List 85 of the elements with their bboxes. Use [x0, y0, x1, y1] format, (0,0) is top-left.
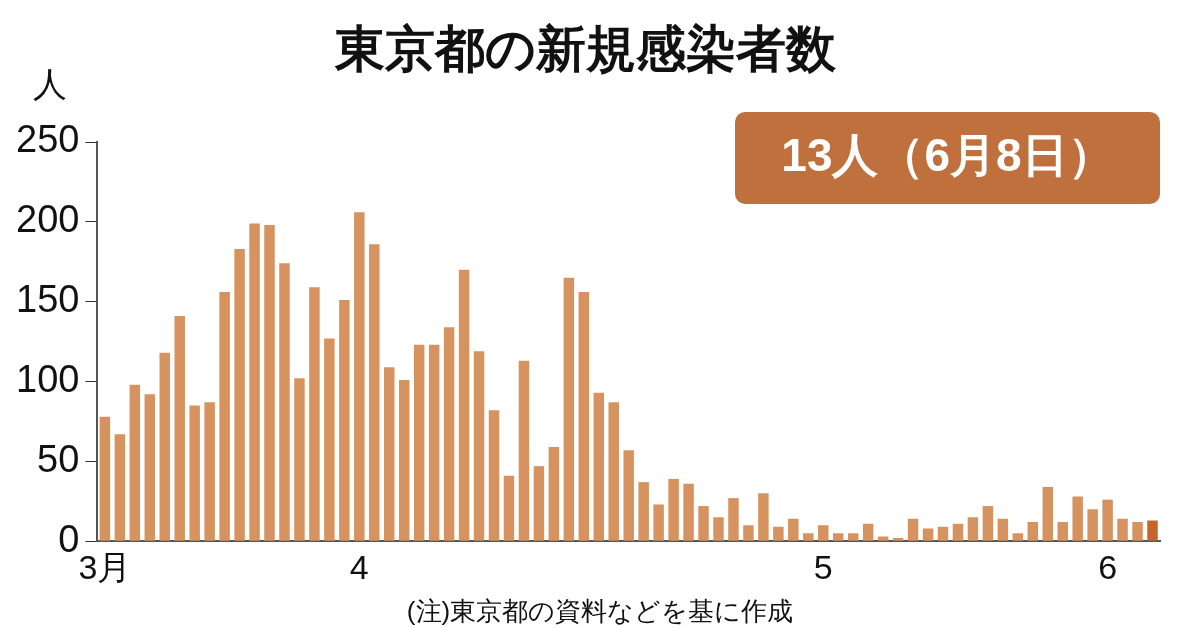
bar [608, 402, 619, 541]
bar [428, 344, 440, 541]
bar [847, 533, 859, 541]
bar [219, 292, 230, 541]
bar [728, 498, 739, 541]
bar [339, 300, 350, 541]
bar [309, 287, 320, 541]
bar [623, 450, 634, 541]
bar [548, 446, 560, 541]
bar [488, 410, 500, 541]
bar [862, 523, 874, 541]
bar [369, 244, 380, 541]
text: (注)東京都の資料などを基に作成 [406, 596, 794, 627]
bar [249, 223, 260, 541]
bar [877, 536, 889, 541]
y-axis-title: 人 [33, 65, 67, 104]
bar [443, 327, 455, 541]
bar [264, 225, 275, 541]
bar [967, 517, 979, 541]
y-tick-label: 0 [58, 517, 80, 560]
bar [503, 475, 515, 541]
annotation: 13人（6月8日） [781, 128, 1114, 181]
bar [1072, 496, 1083, 541]
y-tick-label: 200 [16, 198, 80, 241]
bar [922, 528, 934, 541]
bar [144, 394, 156, 541]
bar [892, 538, 904, 541]
bar [578, 292, 590, 541]
y-tick-label: 250 [16, 118, 80, 161]
bar [758, 493, 769, 541]
bar [1087, 509, 1098, 541]
bar [593, 392, 605, 541]
bar [952, 523, 964, 541]
bar [653, 504, 664, 541]
x-tick-label: 4 [349, 547, 369, 586]
y-tick-label: 100 [16, 358, 80, 400]
bar [937, 526, 949, 541]
bar [818, 525, 829, 541]
bar [159, 352, 170, 541]
bar [398, 379, 410, 541]
bar [384, 367, 395, 541]
bar [1147, 520, 1158, 541]
bar [114, 434, 126, 541]
bar [997, 518, 1009, 541]
bar [458, 269, 470, 541]
bar [1042, 486, 1053, 541]
bar [743, 525, 754, 541]
bar [129, 384, 141, 541]
bar [354, 212, 365, 541]
bar [518, 360, 530, 541]
bar [773, 526, 784, 541]
bar [638, 482, 649, 541]
bar [832, 533, 844, 541]
bar [1027, 522, 1039, 541]
bar [473, 351, 485, 541]
bar [174, 316, 185, 541]
bar [982, 506, 994, 541]
bar [324, 338, 335, 541]
x-tick-label: 5 [813, 547, 833, 586]
x-tick-label: 3月 [78, 547, 132, 586]
x-tick-label: 6 [1098, 547, 1118, 586]
bar [279, 263, 290, 541]
bar [907, 518, 919, 541]
chart-title: 東京都の新規感染者数 [333, 20, 837, 77]
bar [99, 416, 111, 541]
bar [294, 378, 305, 541]
bar [1102, 499, 1113, 541]
bar [788, 518, 799, 541]
bar [533, 466, 545, 541]
bar [189, 405, 200, 541]
bar [1012, 533, 1024, 541]
bar [1057, 522, 1068, 541]
bar [1132, 522, 1143, 541]
bar [698, 506, 709, 541]
bar [803, 533, 814, 541]
bar [563, 277, 575, 541]
bar [683, 483, 694, 541]
y-tick-label: 150 [16, 278, 80, 321]
bar [668, 478, 679, 541]
y-tick-label: 50 [37, 437, 80, 480]
bar [713, 517, 724, 541]
bar [234, 248, 245, 541]
bar [413, 344, 425, 541]
bar [204, 402, 215, 541]
bar [1117, 518, 1128, 541]
